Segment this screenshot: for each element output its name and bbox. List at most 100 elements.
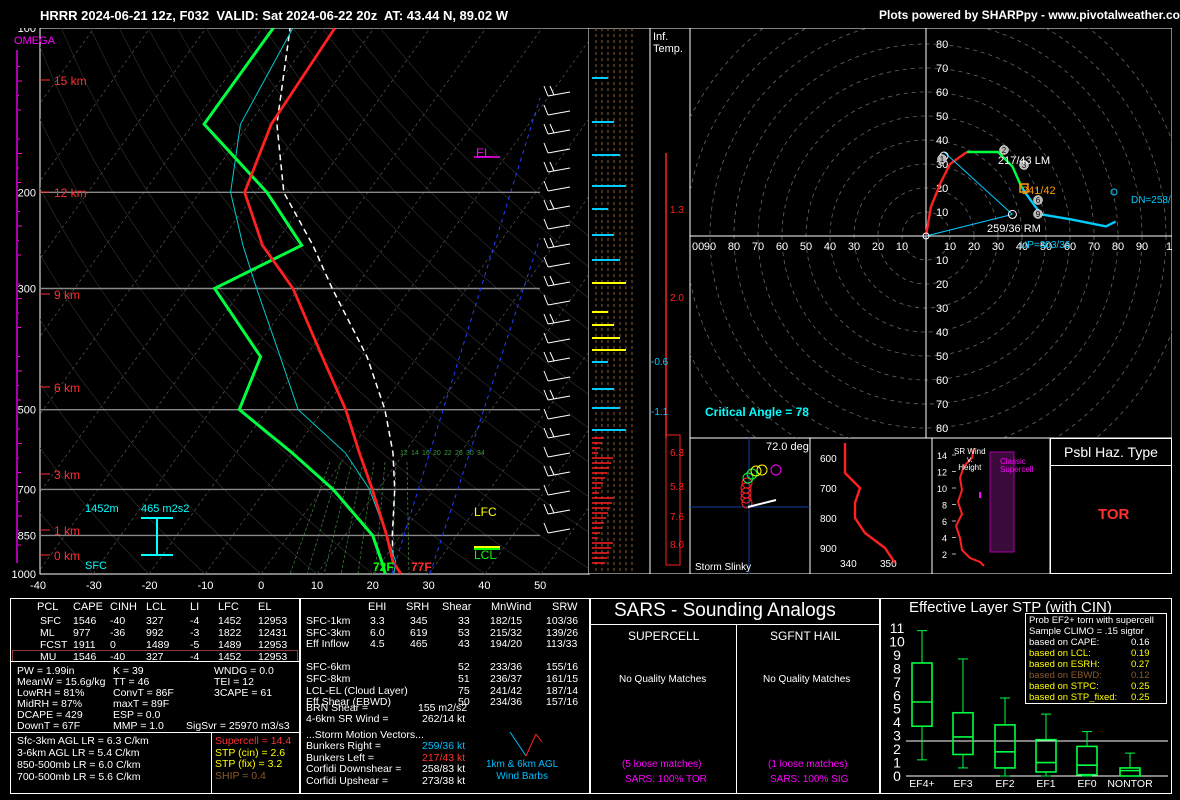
hodo-tick: 40 bbox=[936, 135, 948, 147]
hodo-tick: 60 bbox=[1064, 241, 1076, 253]
hail-growth-line bbox=[429, 237, 541, 574]
wind-barb-flag bbox=[549, 389, 555, 400]
barb-sample-flag bbox=[535, 733, 543, 743]
srw-y-tick: 6 bbox=[942, 517, 947, 527]
thermo-cell: SFC bbox=[40, 615, 61, 627]
mixing-ratio-label: 20 bbox=[433, 450, 441, 457]
mixing-ratio-label: 12 bbox=[400, 450, 408, 457]
srw-y-tick: 10 bbox=[937, 484, 947, 494]
wind-barb-staff bbox=[547, 91, 571, 97]
slinky-circle bbox=[742, 472, 754, 484]
thermo-cell: -40 bbox=[110, 651, 126, 663]
isotherm bbox=[148, 28, 543, 574]
inferred-temp-label: 2.0 bbox=[670, 293, 684, 304]
hodo-tick: 60 bbox=[936, 375, 948, 387]
thermo-divider bbox=[211, 732, 212, 794]
thermo-cell: 1822 bbox=[218, 627, 242, 639]
inferred-temp-label: -0.6 bbox=[651, 357, 669, 368]
thermo-index: ESP = 0.0 bbox=[113, 709, 161, 721]
kine-cell: SFC-6km bbox=[306, 661, 351, 674]
thermo-cell: MU bbox=[40, 651, 57, 663]
thermo-cell: -3 bbox=[190, 627, 200, 639]
wind-barb bbox=[543, 218, 571, 230]
motion-label: Bunkers Left = bbox=[306, 751, 374, 764]
wind-barb-flag bbox=[543, 332, 549, 344]
kine-cell: LCL-EL (Cloud Layer) bbox=[306, 684, 408, 697]
eff-inflow-base: 1452m bbox=[85, 503, 119, 515]
pressure-tick-label: 700 bbox=[18, 484, 36, 496]
wind-barb-flag bbox=[549, 427, 555, 438]
thermo-cell: -5 bbox=[190, 639, 200, 651]
thermo-index: 3CAPE = 61 bbox=[214, 687, 273, 699]
pressure-tick-label: 850 bbox=[18, 530, 36, 542]
wind-barb bbox=[543, 332, 571, 344]
hodo-ring-marker bbox=[1033, 209, 1043, 219]
wind-barb bbox=[543, 161, 571, 173]
wind-barb bbox=[543, 408, 571, 420]
hodo-tick: 60 bbox=[776, 241, 788, 253]
thermo-cell: 1489 bbox=[146, 639, 170, 651]
sars-divider bbox=[590, 624, 880, 625]
wind-barb-flag bbox=[543, 218, 549, 230]
hodo-tick: 10 bbox=[936, 255, 948, 267]
wind-barb-flag bbox=[543, 503, 549, 515]
srw-y-tick: 4 bbox=[942, 534, 947, 544]
thermo-panel bbox=[10, 598, 300, 794]
page-title: HRRR 2024-06-21 12z, F032 VALID: Sat 202… bbox=[40, 8, 508, 23]
hodo-ring-label: 2 bbox=[1002, 146, 1007, 155]
storm-slinky-panel bbox=[690, 438, 810, 574]
kine-cell: 345 bbox=[410, 615, 428, 627]
height-label: 1 km bbox=[54, 524, 80, 538]
isotherm bbox=[316, 194, 590, 574]
stp-legend-label: based on STPC: bbox=[1029, 681, 1099, 692]
wind-barb-flag bbox=[549, 465, 555, 476]
wind-barb-flag bbox=[549, 237, 555, 248]
thermo-header: EL bbox=[258, 601, 272, 613]
kine-header: SRW bbox=[552, 601, 578, 613]
kine-cell: 187/14 bbox=[546, 684, 579, 697]
inferred-temp-header: Inf. Temp. bbox=[653, 31, 683, 55]
inferred-temp-label: 8.0 bbox=[670, 540, 684, 551]
slinky-angle: 72.0 deg bbox=[766, 441, 809, 453]
mixing-ratio-label: 30 bbox=[466, 450, 474, 457]
dry-adiabat bbox=[234, 28, 590, 396]
wind-barb bbox=[543, 313, 571, 325]
pressure-tick-label: 1000 bbox=[12, 569, 36, 581]
temp-tick-label: 0 bbox=[258, 580, 264, 592]
thermo-index: DCAPE = 429 bbox=[17, 709, 83, 721]
hazard-header-box bbox=[1050, 438, 1172, 466]
stp-legend-value: 0.16 bbox=[1131, 637, 1150, 648]
thermo-cell: 12953 bbox=[258, 639, 288, 651]
kine-cell: 75 bbox=[458, 684, 470, 697]
motion-label: Corfidi Upshear = bbox=[306, 774, 388, 787]
theta-frame bbox=[810, 438, 932, 574]
lapse-rate: 3-6km AGL LR = 5.4 C/km bbox=[17, 747, 140, 759]
wind-barb-flag bbox=[549, 199, 555, 210]
slinky-circle bbox=[746, 468, 758, 480]
wind-barb-flag bbox=[543, 427, 549, 439]
kine-cell: Eff Shear (EBWD) bbox=[306, 696, 391, 709]
theta-x-tick: 350 bbox=[880, 559, 897, 570]
sr-wind-title: SR Wind v. Height bbox=[954, 447, 986, 472]
wind-barb-staff bbox=[547, 148, 571, 154]
wind-barb-staff bbox=[547, 357, 571, 363]
kine-cell: 3.3 bbox=[370, 615, 385, 627]
kine-cell: SFC-1km bbox=[306, 615, 351, 627]
kine-cell: 155/16 bbox=[546, 661, 579, 674]
slinky-circle bbox=[741, 477, 753, 489]
wind-barb-flag bbox=[543, 142, 549, 154]
hodo-rm-marker bbox=[1007, 209, 1017, 219]
isotherm bbox=[204, 38, 590, 574]
thermo-cell: 1489 bbox=[218, 639, 242, 651]
hodo-origin bbox=[922, 232, 930, 240]
hodo-ring-label: 1 bbox=[940, 155, 945, 164]
temperature-trace bbox=[243, 28, 403, 574]
hodo-tick: 20 bbox=[936, 279, 948, 291]
stp-title: Effective Layer STP (with CIN) bbox=[909, 599, 1112, 616]
mixing-ratio-label: 34 bbox=[477, 450, 485, 457]
hodo-tick: 70 bbox=[1088, 241, 1100, 253]
kine-cell: SFC-8km bbox=[306, 673, 351, 685]
composite-index: STP (cin) = 2.6 bbox=[215, 746, 286, 759]
hodo-ring-label: 9 bbox=[1036, 210, 1041, 219]
